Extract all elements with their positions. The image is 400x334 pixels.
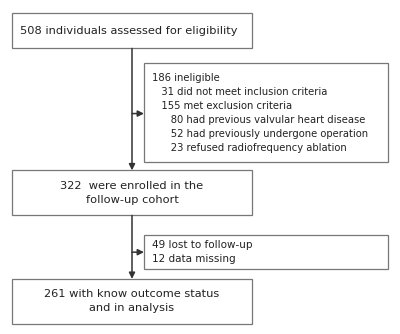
Text: 49 lost to follow-up
12 data missing: 49 lost to follow-up 12 data missing xyxy=(152,240,252,264)
FancyBboxPatch shape xyxy=(12,279,252,324)
FancyBboxPatch shape xyxy=(144,63,388,162)
FancyBboxPatch shape xyxy=(12,170,252,215)
Text: 186 ineligible
   31 did not meet inclusion criteria
   155 met exclusion criter: 186 ineligible 31 did not meet inclusion… xyxy=(152,73,368,153)
Text: 322  were enrolled in the
follow-up cohort: 322 were enrolled in the follow-up cohor… xyxy=(60,181,204,205)
FancyBboxPatch shape xyxy=(144,235,388,269)
Text: 508 individuals assessed for eligibility: 508 individuals assessed for eligibility xyxy=(20,26,238,36)
Text: 261 with know outcome status
and in analysis: 261 with know outcome status and in anal… xyxy=(44,290,220,313)
FancyBboxPatch shape xyxy=(12,13,252,48)
